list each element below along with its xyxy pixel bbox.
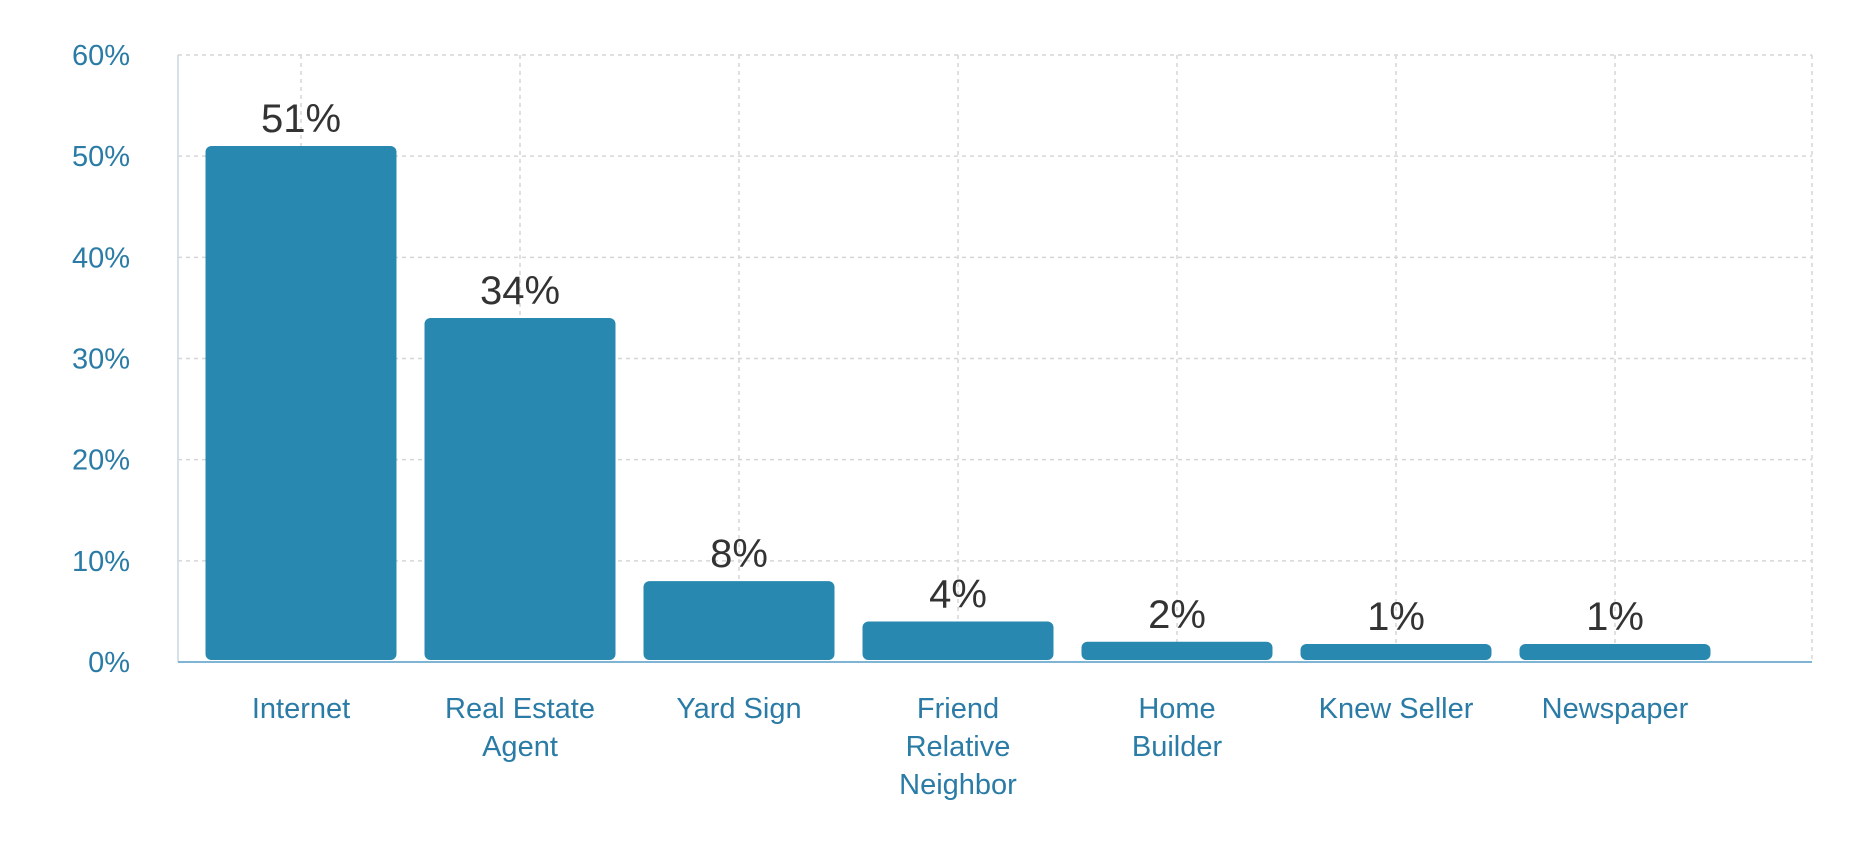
data-label: 2% bbox=[1148, 593, 1206, 637]
data-label: 1% bbox=[1367, 595, 1425, 639]
y-tick-label: 10% bbox=[72, 546, 130, 578]
labels: 0% 10% 20% 30% 40% 50% 60% 51% Internet 34% Real E… bbox=[72, 40, 1689, 801]
bar bbox=[1519, 644, 1711, 660]
x-tick-label: Home bbox=[1138, 693, 1215, 725]
grid bbox=[177, 54, 1813, 663]
y-tick-label: 50% bbox=[72, 141, 130, 173]
y-tick-label: 60% bbox=[72, 40, 130, 72]
x-tick-label: Neighbor bbox=[899, 769, 1017, 801]
data-label: 1% bbox=[1586, 595, 1644, 639]
bar bbox=[424, 318, 616, 660]
data-label: 4% bbox=[929, 573, 987, 617]
x-tick-label: Yard Sign bbox=[676, 693, 801, 725]
y-tick-label: 30% bbox=[72, 344, 130, 376]
y-tick-label: 40% bbox=[72, 242, 130, 274]
x-tick-label: Relative bbox=[906, 731, 1011, 763]
bar bbox=[1300, 644, 1492, 660]
x-tick-label: Agent bbox=[482, 731, 558, 763]
bar bbox=[643, 581, 835, 660]
x-tick-label: Builder bbox=[1132, 731, 1223, 763]
data-label: 34% bbox=[480, 269, 560, 313]
data-label: 51% bbox=[261, 97, 341, 141]
y-tick-label: 0% bbox=[88, 647, 130, 679]
bar bbox=[862, 621, 1054, 660]
x-tick-label: Newspaper bbox=[1542, 693, 1689, 725]
x-tick-label: Knew Seller bbox=[1319, 693, 1474, 725]
bar bbox=[205, 146, 397, 661]
x-tick-label: Real Estate bbox=[445, 693, 595, 725]
x-tick-label: Friend bbox=[917, 693, 999, 725]
bars bbox=[205, 146, 1711, 661]
data-label: 8% bbox=[710, 532, 768, 576]
x-tick-label: Internet bbox=[252, 693, 350, 725]
y-tick-label: 20% bbox=[72, 445, 130, 477]
bar bbox=[1081, 641, 1273, 660]
